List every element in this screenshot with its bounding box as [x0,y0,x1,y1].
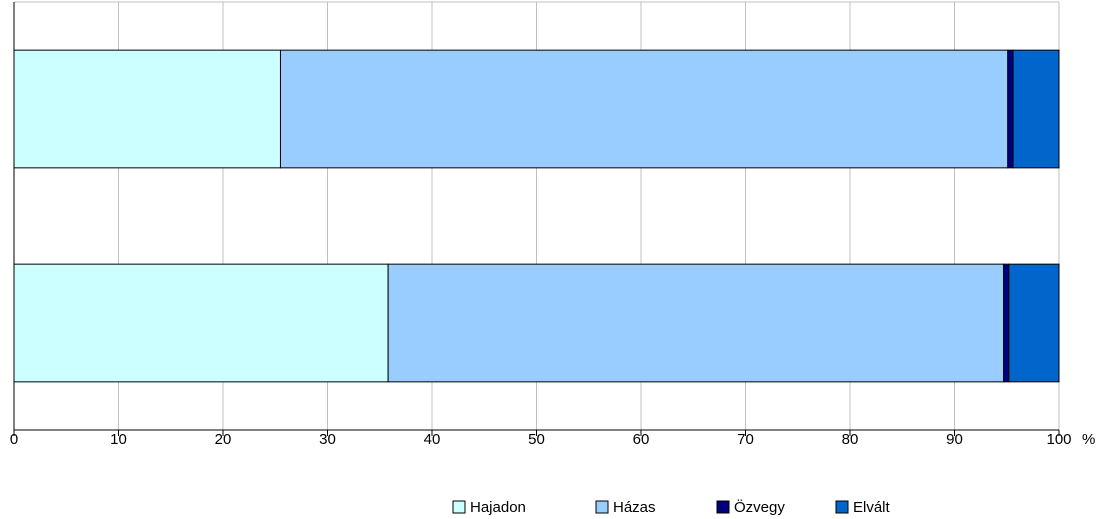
x-tick-label: 20 [215,431,232,448]
x-tick-label: 10 [110,431,127,448]
bar-segment [279,49,1009,169]
bar-segment [1007,49,1014,169]
bar-segment [1012,49,1060,169]
legend-label: Elvált [853,499,891,516]
x-tick-label: 70 [737,431,754,448]
legend-label: Hajadon [470,499,526,516]
x-tick-label: 30 [319,431,336,448]
x-tick-label: 100 [1046,431,1071,448]
legend-swatch [452,500,466,514]
x-tick-label: 40 [424,431,441,448]
bar-segment [1008,263,1060,383]
x-tick-label: 80 [842,431,859,448]
bar-segment [13,263,389,383]
x-tick-label: 50 [528,431,545,448]
legend-label: Özvegy [734,498,785,516]
legend-swatch [595,500,609,514]
x-tick-label: 90 [946,431,963,448]
x-tick-label: 0 [10,431,18,448]
x-tick-label: 60 [633,431,650,448]
legend-swatch [716,500,730,514]
bar-segment [387,263,1005,383]
legend-swatch [835,500,849,514]
x-unit-label: % [1082,431,1095,448]
bar-segment [13,49,281,169]
legend-label: Házas [613,499,656,516]
bar-segment [1003,263,1010,383]
